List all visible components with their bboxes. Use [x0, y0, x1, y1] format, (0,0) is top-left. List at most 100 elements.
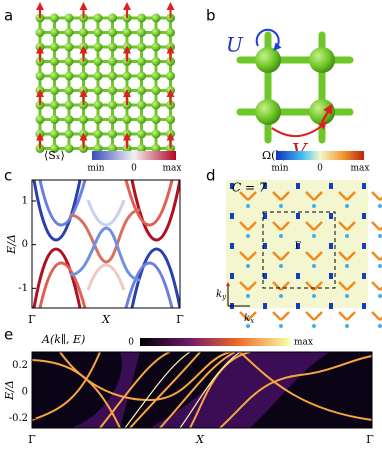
site — [137, 115, 146, 124]
colorbar-tick: max — [163, 164, 182, 174]
site — [122, 28, 132, 37]
hotspot — [338, 191, 356, 201]
site — [108, 129, 117, 139]
x-tick-label: X — [101, 313, 111, 326]
plot-frame — [31, 351, 373, 429]
site — [50, 129, 59, 139]
site — [79, 115, 88, 124]
hotspot — [362, 243, 366, 249]
site — [64, 86, 74, 95]
site — [93, 100, 103, 110]
site — [108, 71, 117, 81]
hotspot — [378, 324, 382, 328]
panel-label: a — [4, 7, 13, 25]
site — [108, 28, 117, 37]
site — [93, 57, 103, 66]
hotspot — [239, 251, 257, 261]
hotspot — [329, 303, 333, 309]
colorbar — [276, 151, 364, 160]
hotspot — [362, 273, 366, 279]
site — [137, 57, 146, 66]
hotspot — [305, 251, 323, 261]
site — [151, 42, 161, 52]
site — [64, 28, 74, 37]
site — [35, 28, 45, 37]
hotspot — [338, 251, 356, 261]
hotspot — [362, 183, 366, 189]
x-tick-label: Γ — [28, 313, 36, 326]
hotspot — [378, 204, 382, 208]
site — [93, 129, 103, 139]
site — [50, 57, 59, 66]
hotspot — [338, 221, 356, 231]
hotspot — [263, 183, 267, 189]
center-label: Γ — [295, 242, 301, 252]
hotspot — [230, 273, 234, 279]
hotspot — [279, 204, 283, 208]
site — [93, 71, 103, 81]
spectral-map — [32, 352, 372, 428]
colorbar-title: A(k∥, E) — [41, 333, 85, 346]
site — [64, 100, 74, 110]
hotspot — [272, 251, 290, 261]
hotspot — [263, 213, 267, 219]
colorbar-tick: 0 — [128, 338, 134, 348]
site — [108, 42, 117, 52]
hotspot — [312, 234, 316, 238]
hotspot — [338, 281, 356, 291]
axis-label-base: k — [216, 289, 222, 300]
site — [151, 71, 161, 81]
annotation: U — [226, 33, 244, 57]
y-axis-label: E/Δ — [3, 380, 16, 401]
site — [108, 115, 117, 124]
hotspots — [230, 183, 382, 328]
hotspot — [338, 311, 356, 321]
hotspot — [378, 264, 382, 268]
plot-frame — [31, 179, 181, 309]
hotspot — [230, 183, 234, 189]
hotspot — [263, 243, 267, 249]
site — [50, 144, 59, 153]
site — [64, 115, 74, 124]
site — [137, 100, 146, 110]
site — [151, 129, 161, 139]
axis-label: kx — [244, 313, 254, 326]
hotspot — [246, 264, 250, 268]
panel-label: d — [206, 167, 216, 185]
hotspot — [296, 303, 300, 309]
site — [64, 57, 74, 66]
site — [137, 71, 146, 81]
hotspot — [305, 281, 323, 291]
panel-label: c — [4, 167, 12, 185]
hotspot — [312, 204, 316, 208]
site — [151, 28, 161, 37]
site — [151, 86, 161, 95]
site — [137, 28, 146, 37]
hotspot — [230, 213, 234, 219]
site — [93, 42, 103, 52]
site — [151, 115, 161, 124]
hotspot — [371, 221, 382, 231]
site — [50, 42, 59, 52]
site — [108, 86, 117, 95]
y-tick-label: 1 — [22, 195, 28, 206]
y-tick-label: -0.2 — [9, 413, 28, 424]
site — [50, 100, 59, 110]
hotspot — [345, 264, 349, 268]
hotspot — [305, 221, 323, 231]
hotspot — [312, 294, 316, 298]
axis-label: ky — [216, 289, 227, 302]
site — [93, 115, 103, 124]
hotspot — [279, 324, 283, 328]
colorbar-tick: min — [271, 164, 288, 174]
site — [108, 100, 117, 110]
site — [166, 115, 175, 124]
hotspot — [329, 243, 333, 249]
site — [64, 144, 74, 153]
y-tick-label: 0.2 — [12, 360, 28, 371]
site — [122, 71, 132, 81]
brillouin-zone — [262, 211, 336, 289]
colorbar-tick: min — [87, 164, 104, 174]
hotspot — [246, 324, 250, 328]
hotspot — [345, 204, 349, 208]
